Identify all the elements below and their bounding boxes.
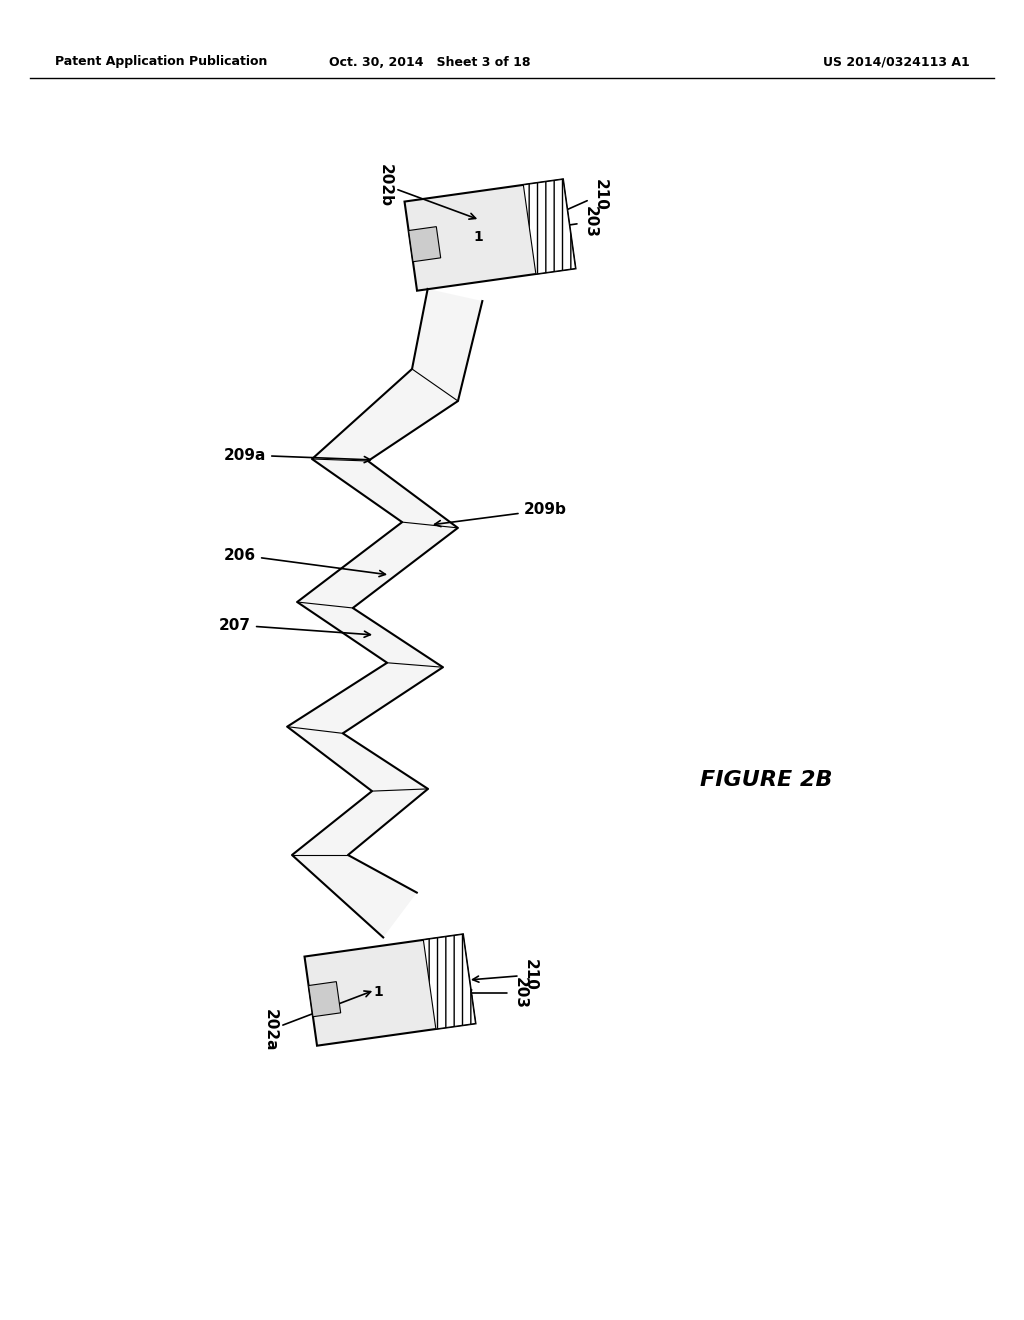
Polygon shape <box>287 289 482 937</box>
Text: FIGURE 2B: FIGURE 2B <box>700 770 833 789</box>
Text: 1: 1 <box>473 230 483 244</box>
Polygon shape <box>523 180 575 275</box>
Text: 1: 1 <box>373 985 383 999</box>
Polygon shape <box>423 935 475 1030</box>
Text: 209a: 209a <box>224 447 371 462</box>
Text: 203: 203 <box>466 977 527 1008</box>
Polygon shape <box>404 180 575 290</box>
Text: Oct. 30, 2014   Sheet 3 of 18: Oct. 30, 2014 Sheet 3 of 18 <box>330 55 530 69</box>
Text: US 2014/0324113 A1: US 2014/0324113 A1 <box>823 55 970 69</box>
Text: 207: 207 <box>219 618 371 638</box>
Polygon shape <box>304 935 475 1045</box>
Polygon shape <box>308 982 341 1016</box>
Text: 206: 206 <box>224 548 385 577</box>
Text: 203: 203 <box>553 206 597 238</box>
Text: 202a: 202a <box>262 991 371 1051</box>
Text: 202b: 202b <box>378 164 475 219</box>
Text: 209b: 209b <box>434 503 566 527</box>
Text: Patent Application Publication: Patent Application Publication <box>55 55 267 69</box>
Text: 210: 210 <box>473 960 538 991</box>
Polygon shape <box>409 227 440 261</box>
Text: 210: 210 <box>559 180 607 214</box>
